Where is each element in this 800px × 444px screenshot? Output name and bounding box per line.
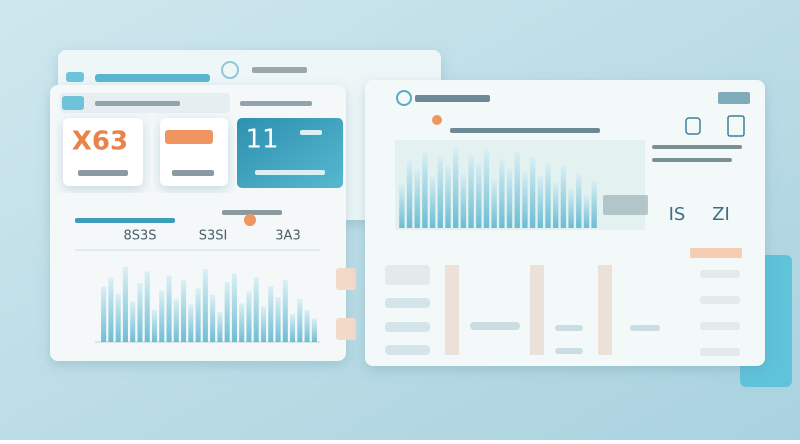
bar bbox=[476, 163, 482, 228]
bar bbox=[460, 173, 467, 228]
bar bbox=[217, 312, 223, 342]
label-blur bbox=[415, 95, 490, 102]
label-blur bbox=[603, 195, 648, 215]
bar bbox=[311, 318, 317, 342]
label-blur bbox=[240, 101, 312, 106]
bar bbox=[537, 176, 543, 228]
kpi-card bbox=[63, 118, 143, 186]
bar bbox=[437, 156, 443, 228]
bar bbox=[445, 165, 451, 228]
label-blur bbox=[652, 145, 742, 149]
table-blur bbox=[385, 265, 740, 356]
bar bbox=[560, 165, 567, 228]
icon bbox=[66, 72, 84, 82]
bar bbox=[246, 291, 252, 342]
icon bbox=[396, 90, 412, 106]
icon bbox=[727, 115, 745, 137]
chip bbox=[690, 248, 742, 258]
bar bbox=[195, 288, 201, 342]
label-blur bbox=[222, 210, 282, 215]
chart-area bbox=[395, 140, 645, 230]
label-blur bbox=[78, 170, 128, 176]
label-blur bbox=[255, 170, 325, 175]
bar bbox=[468, 154, 474, 228]
side-chip bbox=[336, 318, 356, 340]
bar bbox=[429, 176, 436, 228]
bar bbox=[224, 282, 230, 342]
bar bbox=[130, 301, 136, 342]
bar bbox=[115, 293, 121, 342]
stat-value: S3SI bbox=[199, 229, 228, 244]
header-bar bbox=[95, 74, 210, 82]
bar bbox=[553, 182, 559, 228]
dot bbox=[244, 214, 256, 226]
bar bbox=[514, 152, 520, 228]
bar bbox=[422, 152, 428, 228]
bar bbox=[253, 277, 259, 342]
bar bbox=[506, 167, 513, 228]
bar bbox=[576, 173, 582, 228]
bar bbox=[499, 158, 505, 228]
stat-value: 3A3 bbox=[275, 229, 300, 244]
bar bbox=[453, 148, 459, 228]
section-bar bbox=[75, 218, 175, 223]
bar bbox=[406, 160, 413, 228]
bar bbox=[483, 150, 490, 228]
bar bbox=[591, 180, 597, 228]
kpi-flag bbox=[165, 130, 213, 144]
bar bbox=[282, 279, 288, 342]
bar bbox=[304, 309, 310, 342]
bar bbox=[181, 279, 187, 342]
stat-value: 8S3S bbox=[123, 229, 156, 244]
bar bbox=[144, 271, 150, 342]
bar bbox=[290, 314, 296, 342]
kpi-value: 11 bbox=[245, 125, 278, 155]
kpi-value: X63 bbox=[72, 127, 128, 157]
bar bbox=[568, 189, 574, 228]
bar bbox=[491, 179, 497, 228]
bar bbox=[151, 309, 158, 342]
bar bbox=[522, 171, 528, 228]
bar bbox=[399, 184, 405, 228]
bar bbox=[583, 195, 590, 228]
icon bbox=[221, 61, 239, 79]
tab-icon bbox=[62, 96, 84, 110]
label-blur bbox=[95, 101, 180, 106]
bar bbox=[529, 156, 536, 228]
stat-value: IS bbox=[669, 204, 686, 225]
label-blur bbox=[300, 130, 322, 135]
label-blur bbox=[450, 128, 600, 133]
label-blur bbox=[172, 170, 214, 176]
bar bbox=[166, 275, 172, 342]
label-blur bbox=[252, 67, 307, 73]
bar bbox=[268, 286, 274, 342]
icon bbox=[685, 117, 701, 135]
side-chip bbox=[336, 268, 356, 290]
bar bbox=[260, 306, 267, 342]
bar bbox=[159, 290, 165, 342]
bar bbox=[101, 286, 107, 342]
bar bbox=[231, 273, 237, 342]
label-blur bbox=[718, 92, 750, 104]
bar bbox=[210, 294, 216, 342]
bar bbox=[545, 163, 551, 228]
bar bbox=[239, 303, 245, 342]
bar bbox=[202, 269, 208, 342]
stat-value: ZI bbox=[712, 204, 730, 225]
bar bbox=[173, 299, 179, 342]
dot bbox=[432, 115, 442, 125]
bar bbox=[137, 283, 143, 342]
bar bbox=[188, 304, 194, 342]
bar bbox=[297, 299, 303, 342]
label-blur bbox=[652, 158, 732, 162]
bar bbox=[122, 267, 128, 342]
bar bbox=[414, 168, 420, 228]
bar bbox=[275, 297, 281, 342]
bar bbox=[108, 277, 114, 342]
